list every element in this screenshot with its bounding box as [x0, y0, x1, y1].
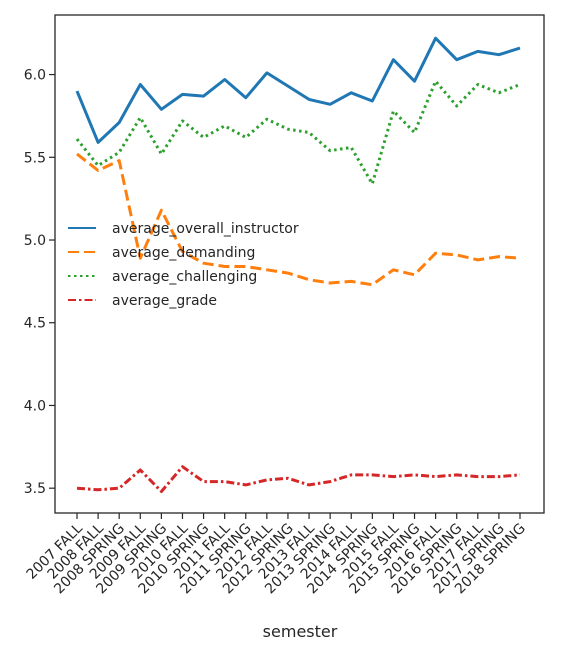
legend-label-2: average_challenging: [112, 269, 257, 285]
y-axis: 3.5 4.0 4.5 5.0 5.5 6.0: [24, 68, 55, 497]
series-line-3: [76, 465, 521, 493]
legend: average_overall_instructor average_demand…: [68, 221, 299, 309]
plot-frame: [54, 14, 545, 514]
y-tick-label: 6.0: [24, 68, 46, 84]
y-tick-label: 5.0: [24, 233, 46, 249]
y-tick-label: 4.0: [24, 398, 46, 414]
legend-label-1: average_demanding: [112, 245, 255, 261]
y-tick-label: 4.5: [24, 316, 46, 332]
series-line-0: [75, 36, 521, 144]
series-line-2: [75, 79, 521, 186]
y-tick-label: 5.5: [24, 150, 46, 166]
legend-label-3: average_grade: [112, 293, 217, 309]
plot-lines: [75, 36, 521, 493]
x-axis-title: semester: [263, 622, 338, 641]
y-tick-label: 3.5: [24, 481, 46, 497]
legend-label-0: average_overall_instructor: [112, 221, 299, 237]
series-line-1: [76, 152, 521, 287]
